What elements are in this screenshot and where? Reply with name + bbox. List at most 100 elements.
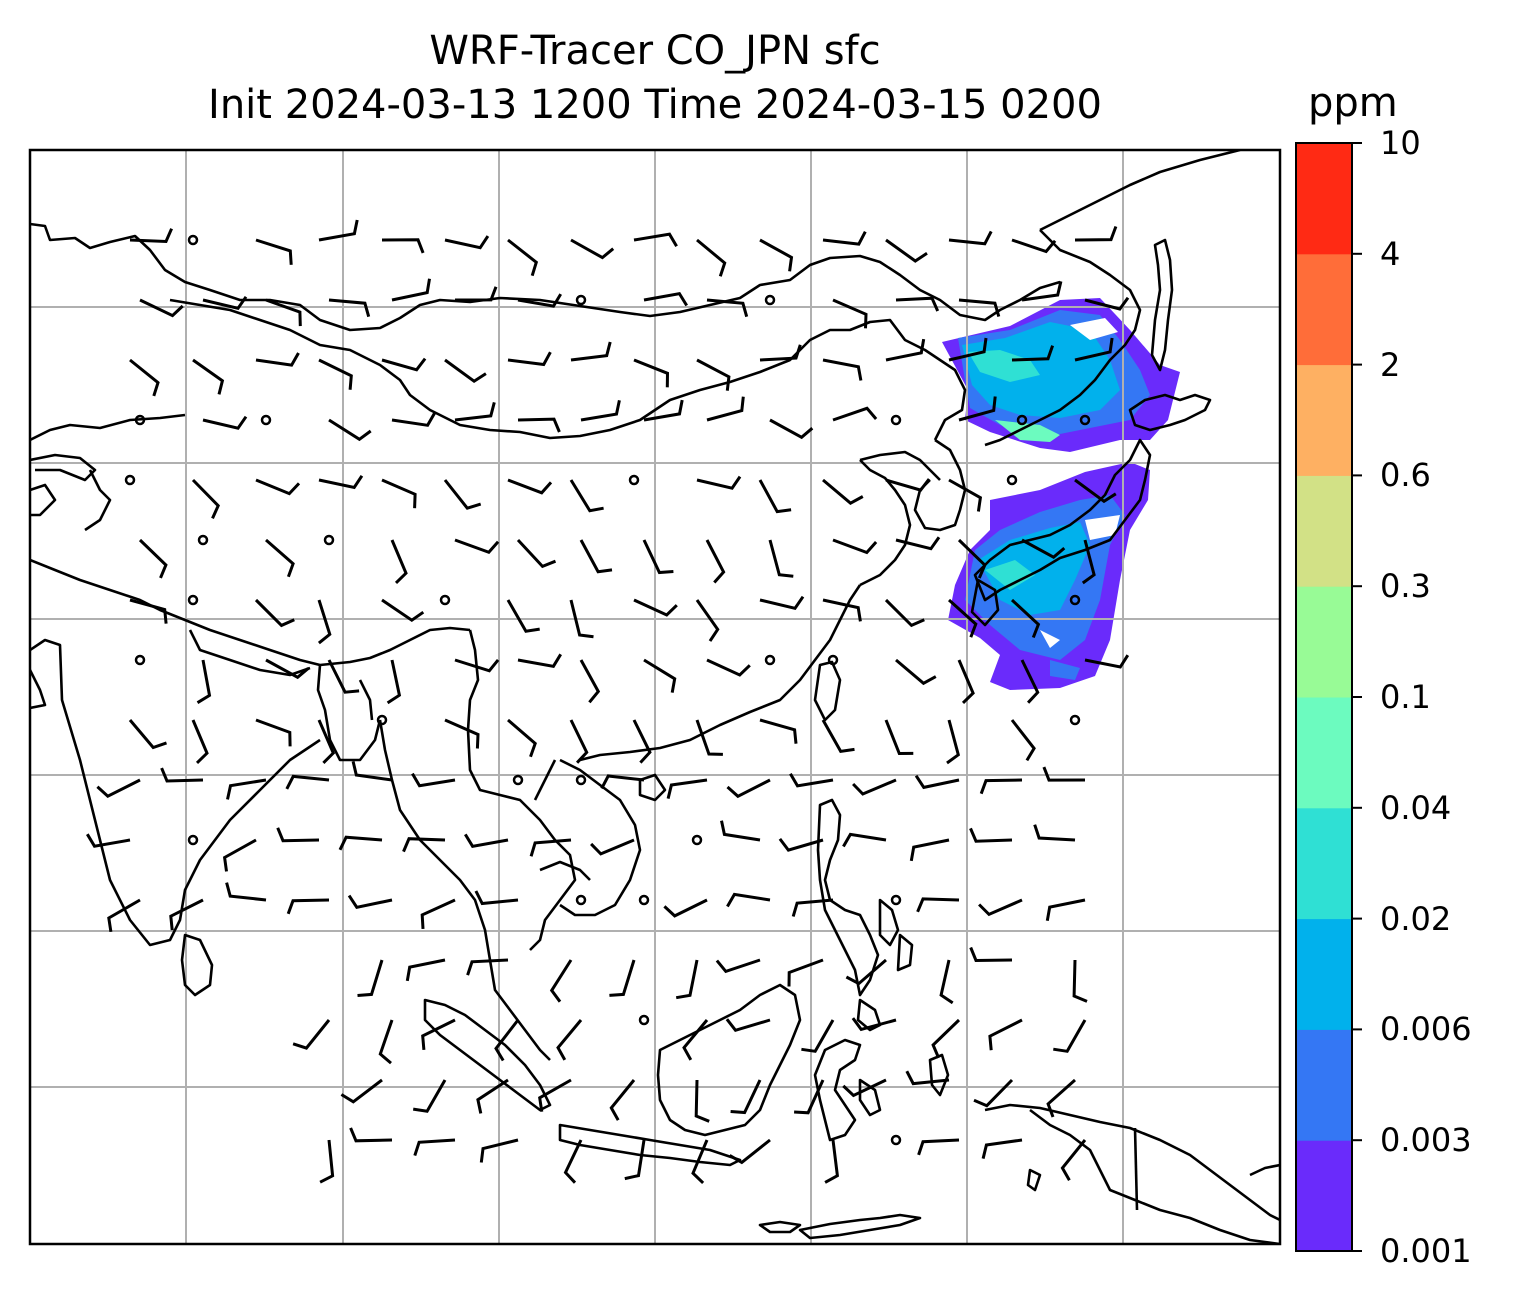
wind-barb bbox=[1011, 238, 1057, 254]
wind-barb bbox=[917, 1138, 960, 1156]
wind-barb bbox=[957, 538, 987, 579]
wind-barb bbox=[821, 719, 855, 754]
calm-wind-marker bbox=[124, 474, 136, 486]
wind-barb bbox=[538, 1078, 572, 1112]
wind-barb bbox=[696, 358, 731, 391]
colorbar-segment bbox=[1296, 586, 1352, 698]
wind-barb bbox=[506, 599, 540, 633]
wind-barb bbox=[420, 898, 456, 929]
wind-barb bbox=[632, 719, 652, 764]
wind-barb bbox=[255, 718, 292, 747]
wind-barb bbox=[390, 539, 408, 584]
calm-wind-marker bbox=[890, 1134, 902, 1146]
wind-barb bbox=[225, 882, 267, 902]
wind-barb bbox=[381, 238, 425, 254]
wind-barb bbox=[1021, 281, 1063, 302]
wind-barb bbox=[1020, 659, 1040, 704]
calm-wind-marker bbox=[575, 294, 587, 306]
wind-barb bbox=[265, 538, 295, 578]
calm-wind-marker bbox=[1069, 714, 1081, 726]
wind-barb bbox=[895, 536, 941, 551]
wind-barb bbox=[402, 837, 446, 853]
wind-barb bbox=[464, 833, 509, 848]
wind-barb bbox=[885, 478, 931, 492]
wind-barb bbox=[1021, 538, 1066, 560]
calm-wind-marker bbox=[197, 534, 209, 546]
wind-barb bbox=[973, 1078, 1014, 1108]
calm-wind-marker bbox=[187, 594, 199, 606]
wind-barb bbox=[884, 719, 914, 756]
wind-barb bbox=[939, 959, 954, 1005]
wind-barb bbox=[169, 898, 204, 931]
wind-barb bbox=[758, 479, 792, 514]
wind-barb bbox=[948, 337, 988, 362]
wind-barb bbox=[852, 778, 897, 796]
wind-barb bbox=[958, 298, 1001, 318]
calm-wind-marker bbox=[1016, 414, 1028, 426]
wind-barb bbox=[517, 653, 562, 668]
wind-barb bbox=[706, 396, 745, 422]
wind-barb bbox=[381, 478, 417, 509]
colorbar-tick-label: 0.006 bbox=[1380, 1010, 1472, 1049]
wind-barb bbox=[600, 774, 645, 790]
calm-wind-marker bbox=[827, 654, 839, 666]
calm-wind-marker bbox=[376, 714, 388, 726]
wind-barb bbox=[285, 774, 330, 790]
wind-barb bbox=[948, 478, 983, 512]
wind-barb bbox=[507, 351, 552, 367]
wind-barb bbox=[884, 598, 925, 628]
wind-barb bbox=[1060, 1139, 1087, 1181]
wind-barb bbox=[759, 595, 805, 610]
wind-barb bbox=[327, 659, 360, 694]
colorbar-segment bbox=[1296, 697, 1352, 809]
tracer-concentration-field bbox=[942, 298, 1180, 690]
colorbar-tick-label: 0.02 bbox=[1380, 899, 1452, 938]
wind-barb bbox=[276, 827, 320, 843]
wind-barb bbox=[1042, 766, 1086, 782]
wind-barb bbox=[412, 1079, 447, 1113]
colorbar bbox=[1295, 142, 1362, 1252]
wind-barb bbox=[969, 946, 1013, 963]
calm-wind-marker bbox=[134, 654, 146, 666]
wind-barb bbox=[885, 338, 926, 362]
wind-barb bbox=[349, 1127, 393, 1143]
wind-barb bbox=[129, 358, 160, 397]
wind-barb bbox=[191, 719, 209, 764]
wind-barb bbox=[569, 719, 589, 764]
wind-barb bbox=[768, 539, 794, 578]
wind-barb bbox=[444, 358, 487, 384]
wind-barb bbox=[454, 538, 500, 555]
wind-barb bbox=[778, 837, 824, 852]
wind-barb bbox=[317, 599, 332, 645]
wind-barb bbox=[832, 538, 878, 555]
wind-barb bbox=[726, 778, 771, 799]
wind-barb bbox=[822, 598, 862, 622]
wind-barb bbox=[642, 539, 674, 575]
wind-barb bbox=[391, 412, 436, 427]
wind-barb bbox=[517, 293, 562, 308]
calm-wind-marker bbox=[1069, 594, 1081, 606]
wind-barb bbox=[988, 1018, 1023, 1051]
colorbar-tick-label: 0.003 bbox=[1380, 1121, 1472, 1160]
wind-barb bbox=[696, 238, 727, 277]
wind-barb bbox=[822, 231, 867, 246]
wind-barb bbox=[254, 598, 295, 628]
coastlines bbox=[30, 150, 1280, 1244]
wind-barb bbox=[885, 238, 928, 263]
wind-barb bbox=[624, 1139, 646, 1181]
calm-wind-marker bbox=[187, 234, 199, 246]
wind-barb bbox=[609, 1079, 636, 1121]
wind-barb bbox=[579, 659, 601, 704]
wind-barb bbox=[569, 479, 604, 513]
calm-wind-marker bbox=[575, 894, 587, 906]
wind-barb bbox=[706, 658, 751, 677]
wind-barb bbox=[946, 719, 961, 765]
calm-wind-marker bbox=[638, 894, 650, 906]
wind-barb bbox=[633, 358, 670, 388]
wind-barb bbox=[1045, 898, 1086, 922]
wind-barb bbox=[494, 1019, 520, 1062]
wind-barb bbox=[569, 599, 594, 639]
wind-barb bbox=[454, 658, 500, 673]
wind-barb bbox=[129, 228, 173, 244]
